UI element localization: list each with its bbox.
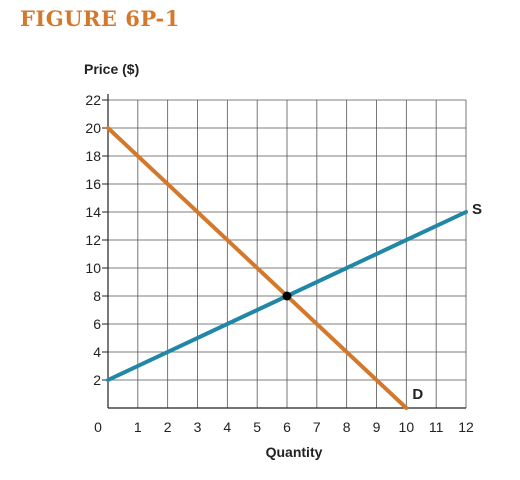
x-tick-label: 4 <box>223 419 231 435</box>
y-tick-label: 6 <box>93 316 101 332</box>
y-tick-labels: 2 4 6 8 10 12 14 16 18 20 22 <box>85 92 108 388</box>
figure-title: FIGURE 6P-1 <box>20 6 180 31</box>
demand-curve-label: D <box>412 386 423 403</box>
y-tick-label: 16 <box>85 176 101 192</box>
y-tick-label: 22 <box>85 92 101 108</box>
supply-curve-label: S <box>472 201 482 218</box>
x-tick-label: 5 <box>253 419 261 435</box>
y-tick-label: 10 <box>85 260 101 276</box>
y-tick-label: 4 <box>93 344 101 360</box>
grid <box>108 99 467 408</box>
y-tick-label: 12 <box>85 232 101 248</box>
x-tick-label: 2 <box>164 419 172 435</box>
equilibrium-point <box>282 291 292 301</box>
x-tick-label: 6 <box>283 419 291 435</box>
x-tick-label: 1 <box>134 419 142 435</box>
y-axis-label: Price ($) <box>84 61 139 77</box>
x-tick-labels: 0 1 2 3 4 5 6 7 8 9 10 11 12 <box>94 419 474 435</box>
x-tick-label: 12 <box>458 419 474 435</box>
y-tick-label: 8 <box>93 288 101 304</box>
x-tick-label: 11 <box>429 419 444 435</box>
x-tick-label: 0 <box>94 419 102 435</box>
demand-curve <box>106 126 409 410</box>
x-tick-label: 8 <box>343 419 351 435</box>
y-tick-label: 18 <box>85 148 101 164</box>
y-tick-label: 20 <box>85 120 101 136</box>
x-tick-label: 10 <box>399 419 415 435</box>
x-tick-label: 7 <box>313 419 321 435</box>
y-tick-label: 14 <box>85 204 101 220</box>
x-axis-label: Quantity <box>266 444 323 460</box>
series: DS <box>106 126 482 410</box>
x-tick-label: 9 <box>373 419 381 435</box>
y-tick-label: 2 <box>93 372 101 388</box>
x-tick-label: 3 <box>194 419 202 435</box>
